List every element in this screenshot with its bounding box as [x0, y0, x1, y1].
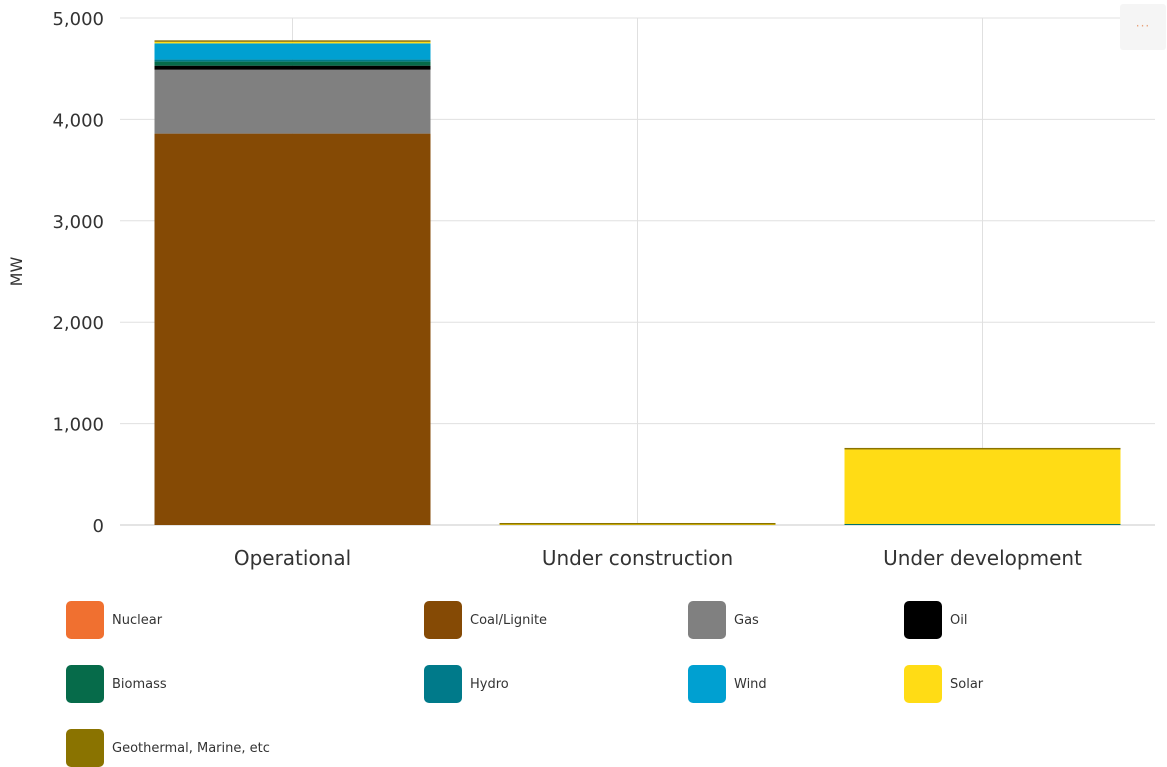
- legend-label: Hydro: [470, 676, 509, 692]
- legend-item[interactable]: Nuclear: [66, 601, 162, 639]
- legend-swatch: [424, 601, 462, 639]
- legend-swatch: [688, 601, 726, 639]
- x-tick-label: Under construction: [542, 546, 733, 570]
- bar-segment-biomass: [154, 61, 431, 66]
- bar-segment-geothermal-marine-etc: [154, 40, 431, 42]
- menu-dots-icon: ···: [1135, 19, 1151, 33]
- legend-item[interactable]: Solar: [904, 665, 983, 703]
- legend-swatch: [66, 665, 104, 703]
- legend-label: Wind: [734, 676, 767, 692]
- legend-label: Solar: [950, 676, 984, 692]
- legend-swatch: [424, 665, 462, 703]
- bar-segment-gas: [154, 69, 431, 134]
- chart-menu-button[interactable]: ···: [1120, 4, 1166, 50]
- legend-label: Biomass: [112, 676, 167, 692]
- bar-segment-solar: [154, 41, 431, 44]
- stacked-bar-chart: 0 1,000 2,000 3,000 4,000 5,000 MW Operational U…: [7, 9, 1155, 570]
- legend-item[interactable]: Coal/Lignite: [424, 601, 547, 639]
- legend-item[interactable]: Wind: [688, 665, 767, 703]
- legend-item[interactable]: Oil: [904, 601, 967, 639]
- legend-item[interactable]: Hydro: [424, 665, 509, 703]
- y-axis-title: MW: [7, 257, 26, 287]
- bar-segment-geothermal-marine-etc: [499, 522, 776, 525]
- y-tick-label: 0: [93, 516, 104, 537]
- x-tick-label: Operational: [234, 546, 351, 570]
- y-tick-label: 5,000: [52, 9, 104, 30]
- legend-label: Nuclear: [112, 612, 163, 628]
- x-tick-label: Under development: [883, 546, 1082, 570]
- bar-segment-geothermal-marine-etc: [844, 447, 1121, 450]
- y-tick-label: 4,000: [52, 110, 104, 131]
- legend-swatch: [904, 665, 942, 703]
- legend-label: Coal/Lignite: [470, 612, 548, 628]
- legend-swatch: [904, 601, 942, 639]
- bar-segment-wind: [154, 43, 431, 60]
- legend-item[interactable]: Gas: [688, 601, 759, 639]
- bar-segment-hydro: [154, 59, 431, 62]
- legend-label: Gas: [734, 612, 759, 628]
- legend-swatch: [66, 729, 104, 767]
- legend-item[interactable]: Biomass: [66, 665, 167, 703]
- y-tick-label: 3,000: [52, 212, 104, 233]
- y-tick-label: 2,000: [52, 313, 104, 334]
- legend-label: Geothermal, Marine, etc: [112, 740, 270, 756]
- legend-swatch: [688, 665, 726, 703]
- legend-label: Oil: [950, 612, 968, 628]
- bar-segment-solar: [844, 449, 1121, 524]
- legend-swatch: [66, 601, 104, 639]
- y-tick-label: 1,000: [52, 415, 104, 436]
- bar-segment-oil: [154, 65, 431, 70]
- bar-segment-coal-lignite: [154, 133, 431, 525]
- legend-item[interactable]: Geothermal, Marine, etc: [66, 729, 270, 767]
